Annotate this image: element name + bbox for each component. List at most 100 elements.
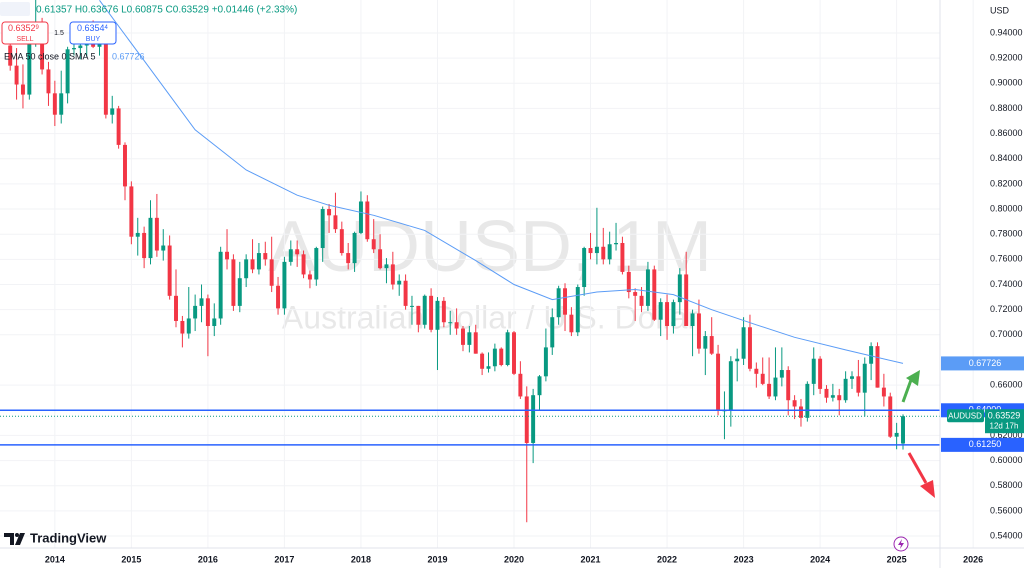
candle-body: [288, 249, 293, 262]
candle-body: [473, 332, 478, 354]
candle-body: [365, 201, 370, 240]
candle-body: [505, 332, 510, 365]
candle-body: [20, 84, 25, 95]
candle-body: [881, 387, 886, 397]
ema-tag: [941, 356, 1024, 371]
y-tick-label: 0.92000: [990, 52, 1023, 62]
candle-body: [429, 295, 434, 330]
candle-body: [888, 396, 893, 437]
candle-body: [760, 373, 765, 384]
candle-body: [563, 288, 567, 315]
y-tick-label: 0.54000: [990, 530, 1023, 540]
x-tick-label: 2022: [657, 554, 677, 564]
candle-body: [614, 242, 619, 245]
candle-body: [193, 305, 198, 319]
candle-body: [696, 313, 701, 349]
candle-body: [531, 395, 536, 443]
down-arrow: [907, 452, 935, 498]
candle-body: [671, 302, 676, 327]
candle-body: [8, 45, 13, 66]
candle-body: [390, 264, 395, 285]
candle-body: [148, 217, 153, 259]
watermark-subtitle: Australian Dollar / U.S. Dollar: [282, 299, 698, 335]
candle-body: [154, 217, 159, 251]
candle-body: [320, 209, 325, 249]
candle-body: [901, 416, 905, 444]
y-tick-label: 0.76000: [990, 254, 1023, 264]
candle-body: [14, 65, 19, 85]
price-tag-label: 0.63529: [988, 411, 1021, 421]
candle-body: [205, 298, 210, 327]
candle-body: [422, 295, 427, 325]
candle-body: [454, 322, 459, 329]
candle-body: [180, 320, 185, 334]
candle-body: [811, 358, 816, 384]
candle-body: [161, 245, 166, 251]
candle-body: [416, 305, 421, 325]
candle-body: [665, 302, 670, 327]
candle-body: [403, 280, 408, 306]
event-icon[interactable]: [893, 536, 909, 552]
y-tick-label: 0.94000: [990, 27, 1023, 37]
symbol-icon[interactable]: [0, 2, 30, 16]
y-tick-label: 0.66000: [990, 379, 1023, 389]
candle-body: [339, 229, 344, 254]
candle-body: [684, 274, 689, 327]
candle-body: [295, 249, 300, 255]
x-tick-label: 2026: [963, 554, 983, 564]
candle-body: [588, 248, 593, 254]
y-tick-label: 0.84000: [990, 153, 1023, 163]
candle-body: [212, 318, 217, 327]
buy-label: BUY: [86, 36, 101, 43]
price-tag: [985, 409, 1024, 434]
candle-body: [518, 373, 523, 397]
x-tick-label: 2014: [45, 554, 65, 564]
candle-body: [327, 209, 332, 216]
candle-body: [645, 269, 650, 306]
candle-body: [167, 245, 172, 296]
candle-body: [499, 348, 504, 365]
candle-body: [71, 48, 76, 50]
candle-body: [690, 313, 695, 327]
candle-body: [792, 400, 797, 407]
candle-body: [620, 242, 625, 272]
up-arrow: [901, 370, 920, 403]
candle-body: [352, 232, 357, 264]
candle-body: [269, 259, 274, 286]
candle-body: [754, 368, 759, 374]
ema-line: [99, 0, 904, 364]
candle-body: [333, 215, 338, 230]
candle-body: [575, 287, 580, 333]
y-tick-label: 0.80000: [990, 203, 1023, 213]
candle-body: [110, 108, 115, 115]
x-tick-label: 2021: [581, 554, 601, 564]
y-tick-label: 0.86000: [990, 128, 1023, 138]
candle-body: [199, 298, 204, 306]
currency: USD: [990, 5, 1010, 15]
candle-body: [862, 363, 867, 393]
candle-body: [894, 432, 899, 437]
candle-body: [263, 253, 268, 260]
level-tag: [941, 437, 1024, 452]
buy-button[interactable]: [69, 21, 117, 45]
candle-body: [135, 232, 140, 237]
y-tick-label: 0.72000: [990, 304, 1023, 314]
candle-body: [582, 248, 587, 288]
candle-body: [658, 302, 663, 320]
indicator-value: 0.67726: [112, 51, 145, 61]
candle-body: [556, 288, 561, 318]
candle-body: [129, 186, 134, 237]
candle-body: [830, 395, 835, 398]
ema-tag-label: 0.67726: [969, 358, 1002, 368]
y-tick-label: 0.58000: [990, 480, 1023, 490]
y-tick-label: 0.56000: [990, 505, 1023, 515]
candle-body: [409, 305, 414, 307]
sell-button[interactable]: [1, 21, 49, 45]
candle-body: [314, 248, 319, 280]
symbol-tag: [947, 409, 984, 423]
x-tick-label: 2016: [198, 554, 218, 564]
candle-body: [633, 292, 638, 296]
candle-body: [773, 377, 778, 397]
